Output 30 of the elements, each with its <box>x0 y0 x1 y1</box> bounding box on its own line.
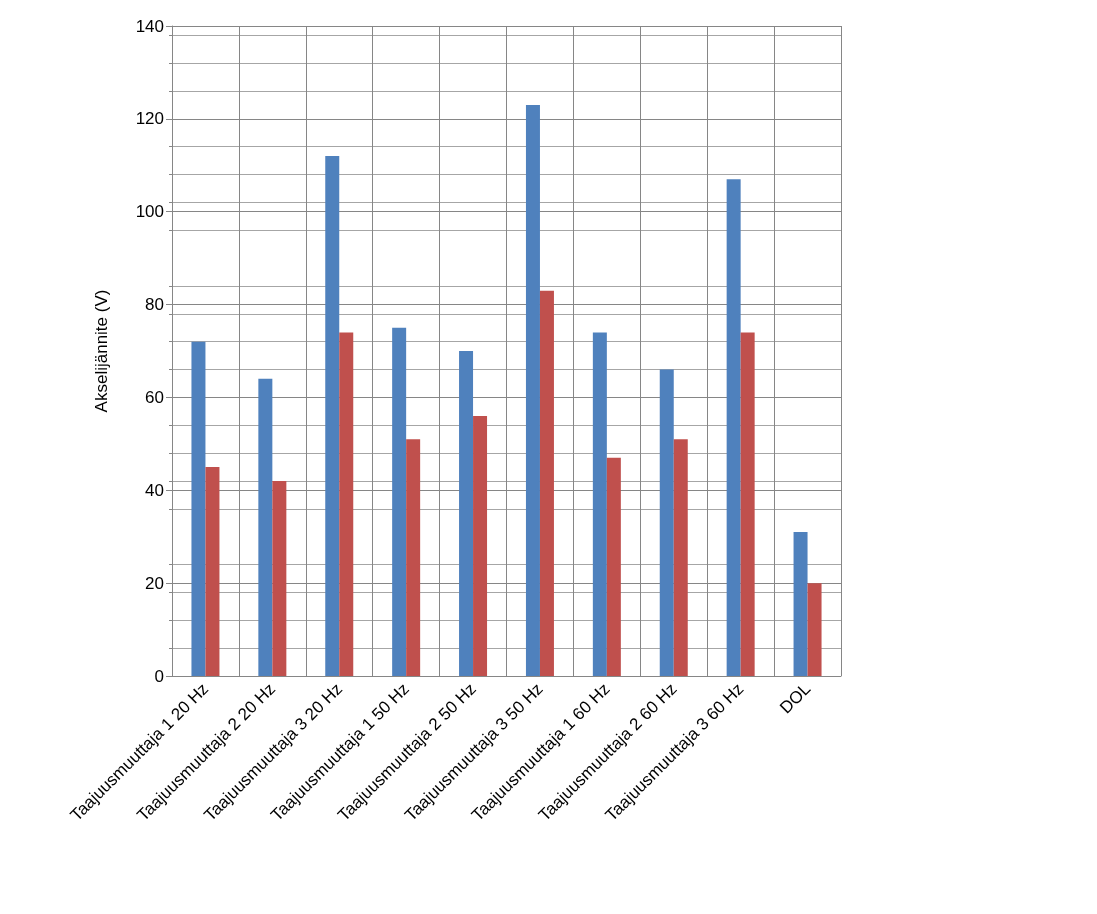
bar <box>592 332 607 676</box>
bar <box>606 457 621 676</box>
bar <box>406 439 421 676</box>
bar <box>339 332 354 676</box>
bar <box>539 290 554 676</box>
bar <box>726 179 741 676</box>
bar <box>258 378 273 676</box>
bar <box>459 351 474 676</box>
bar <box>659 369 674 676</box>
y-tick-label: 100 <box>135 202 164 222</box>
bar <box>272 481 287 676</box>
y-tick-label: 0 <box>154 666 164 686</box>
bar <box>325 156 340 676</box>
bar <box>473 416 488 676</box>
y-tick-label: 120 <box>135 109 164 129</box>
bar <box>673 439 688 676</box>
y-tick-label: 40 <box>145 480 164 500</box>
x-tick-label: DOL <box>776 679 815 718</box>
bar <box>807 583 822 676</box>
bar <box>191 341 206 676</box>
bar <box>740 332 755 676</box>
y-tick-label: 140 <box>135 16 164 36</box>
bar <box>793 532 808 676</box>
y-tick-label: 80 <box>145 295 164 315</box>
bar <box>392 327 407 676</box>
bar <box>525 104 540 676</box>
y-tick-label: 60 <box>145 387 164 407</box>
y-tick-label: 20 <box>145 573 164 593</box>
y-axis-title: Akselijännite (V) <box>92 289 111 413</box>
bar <box>205 467 220 676</box>
